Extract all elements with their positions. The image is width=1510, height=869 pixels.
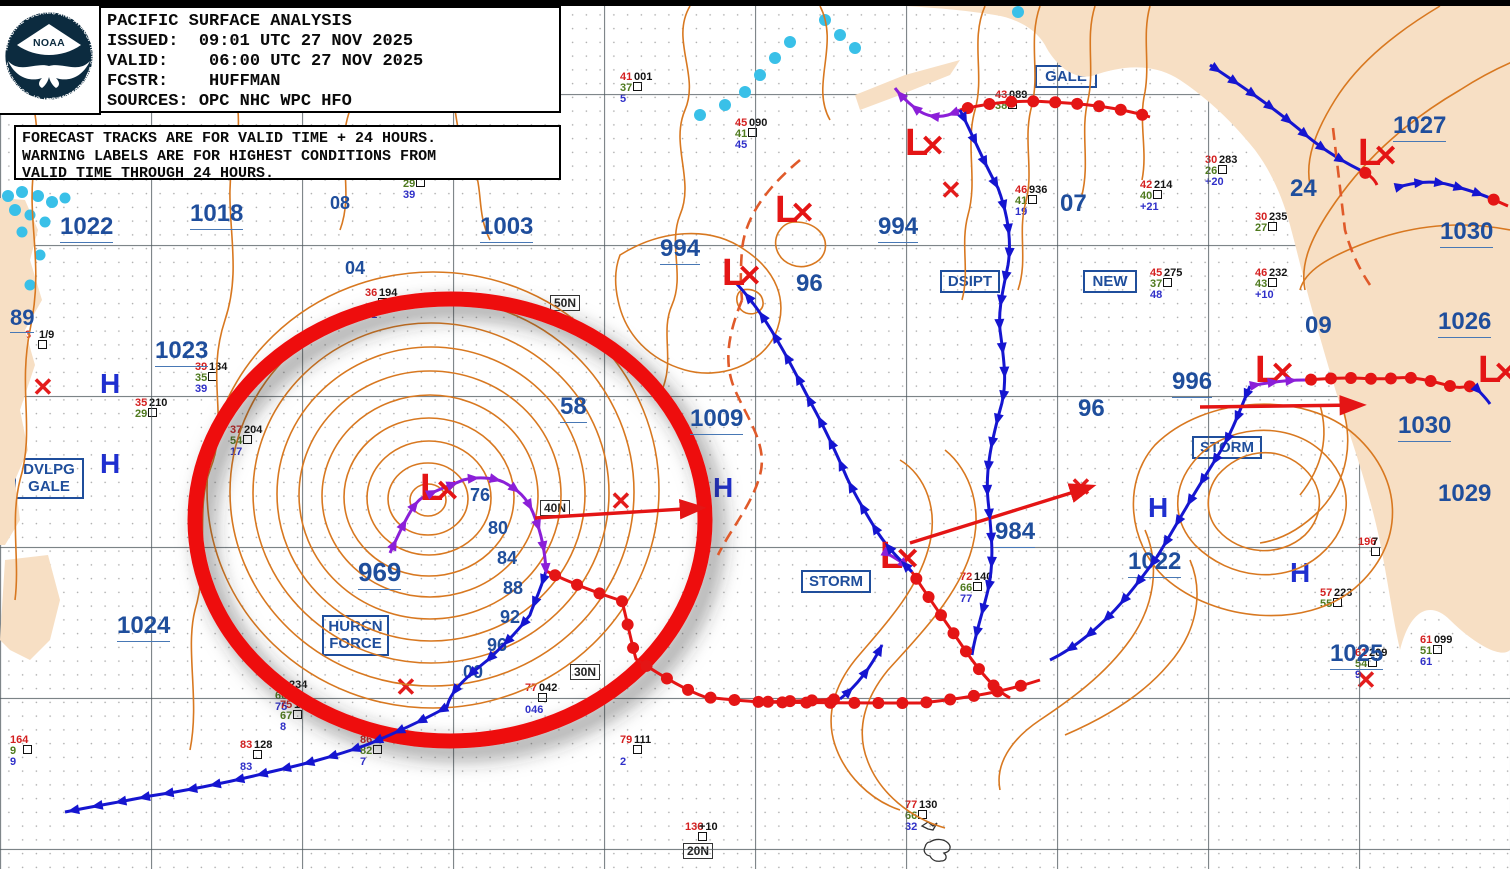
svg-text:NOAA: NOAA <box>33 37 65 49</box>
